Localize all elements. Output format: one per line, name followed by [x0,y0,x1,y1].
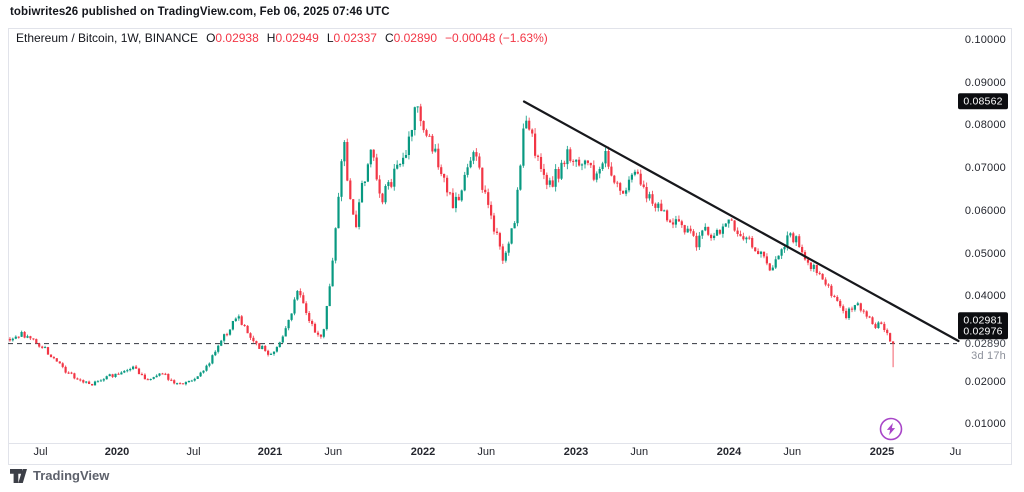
tradingview-logo-text: TradingView [33,468,110,483]
price-change: −0.00048 (−1.63%) [445,31,548,45]
lightning-icon[interactable] [879,417,903,441]
candlestick-series [8,103,895,386]
descending-trendline[interactable] [522,100,960,343]
chart-frame-lines [8,28,1012,465]
attribution-text: tobiwrites26 published on TradingView.co… [10,6,390,18]
symbol-name: Ethereum / Bitcoin, 1W, BINANCE [16,31,199,45]
symbol-info-row[interactable]: Ethereum / Bitcoin, 1W, BINANCE O0.02938… [16,31,548,45]
ohlc-field-c: C0.02890 [384,31,437,45]
ohlc-field-o: O0.02938 [206,31,259,45]
ohlc-field-l: L0.02337 [326,31,377,45]
ohlc-values: O0.02938 H0.02949 L0.02337 C0.02890 [206,31,437,45]
tradingview-logo-icon [10,468,27,483]
tradingview-watermark: TradingView [10,468,109,483]
ohlc-field-h: H0.02949 [266,31,319,45]
